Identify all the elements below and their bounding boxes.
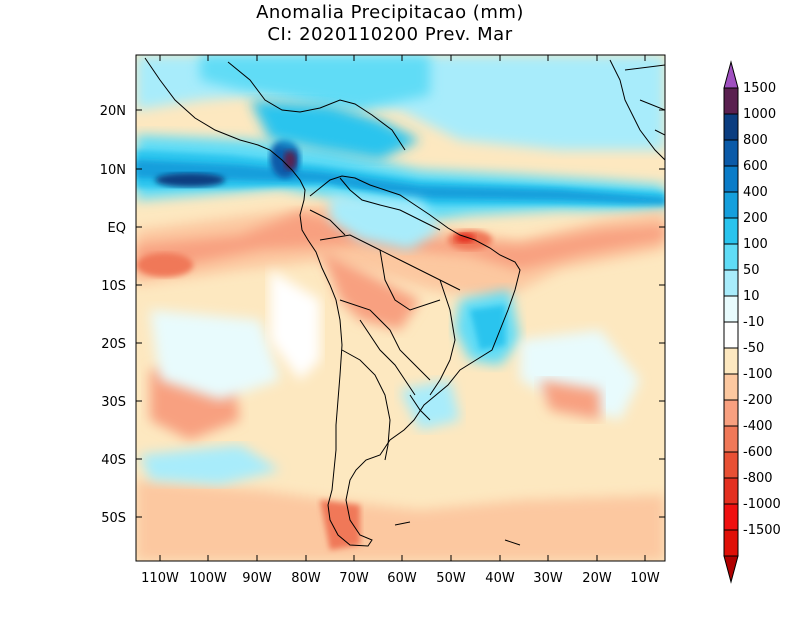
colorbar-segment [723, 269, 739, 297]
lon-label: 50W [436, 571, 466, 586]
lon-label: 90W [242, 571, 272, 586]
colorbar-segment [723, 477, 739, 505]
colorbar-top-triangle [723, 60, 739, 89]
colorbar-segment [723, 451, 739, 479]
lat-label: 40S [101, 453, 126, 468]
longitude-axis: 110W 100W 90W 80W 70W 60W 50W 40W 30W 20… [141, 571, 660, 586]
colorbar-segment [723, 217, 739, 245]
colorbar-labels: 1500 1000 800 600 400 200 100 50 10 -10 … [743, 81, 781, 538]
colorbar-segment [723, 191, 739, 219]
lat-label: 10N [100, 163, 126, 178]
colorbar-label: 1500 [743, 81, 776, 96]
colorbar-label: -600 [743, 445, 773, 460]
colorbar [723, 60, 739, 584]
colorbar-segment [723, 425, 739, 453]
lon-label: 40W [485, 571, 515, 586]
map-subtitle: CI: 2020110200 Prev. Mar [267, 24, 513, 45]
colorbar-label: 600 [743, 159, 768, 174]
axis-ticks [136, 55, 665, 561]
colorbar-segment [723, 295, 739, 323]
colorbar-segment [723, 165, 739, 193]
colorbar-label: 10 [743, 289, 760, 304]
lon-label: 110W [141, 571, 179, 586]
lat-label: 20S [101, 337, 126, 352]
colorbar-label: -1500 [743, 523, 781, 538]
lon-label: 80W [291, 571, 321, 586]
lat-label: EQ [108, 221, 126, 236]
lon-label: 70W [339, 571, 369, 586]
colorbar-label: -10 [743, 315, 764, 330]
map-frame [135, 54, 666, 562]
colorbar-label: -100 [743, 367, 773, 382]
colorbar-label: -1000 [743, 497, 781, 512]
colorbar-bottom-triangle [723, 555, 739, 584]
latitude-axis: 20N 10N EQ 10S 20S 30S 40S 50S [100, 104, 126, 526]
colorbar-segment [723, 321, 739, 349]
map-title: Anomalia Precipitacao (mm) [256, 2, 524, 23]
colorbar-label: -800 [743, 471, 773, 486]
colorbar-label: 400 [743, 185, 768, 200]
colorbar-label: 1000 [743, 107, 776, 122]
coastlines [144, 57, 665, 547]
colorbar-segment [723, 113, 739, 141]
lat-label: 10S [101, 279, 126, 294]
lat-label: 50S [101, 511, 126, 526]
lat-label: 30S [101, 395, 126, 410]
colorbar-segment [723, 87, 739, 115]
colorbar-segment [723, 529, 739, 557]
lon-label: 10W [630, 571, 660, 586]
colorbar-segment [723, 503, 739, 531]
colorbar-segment [723, 139, 739, 167]
colorbar-label: -200 [743, 393, 773, 408]
lon-label: 30W [533, 571, 563, 586]
colorbar-label: 200 [743, 211, 768, 226]
colorbar-label: 50 [743, 263, 760, 278]
colorbar-segment [723, 347, 739, 375]
lon-label: 100W [189, 571, 227, 586]
colorbar-label: -400 [743, 419, 773, 434]
colorbar-segment [723, 373, 739, 401]
colorbar-segment [723, 399, 739, 427]
lon-label: 20W [582, 571, 612, 586]
colorbar-label: 800 [743, 133, 768, 148]
precipitation-anomaly-map [136, 55, 665, 561]
lat-label: 20N [100, 104, 126, 119]
colorbar-segment [723, 243, 739, 271]
lon-label: 60W [387, 571, 417, 586]
colorbar-label: -50 [743, 341, 764, 356]
colorbar-label: 100 [743, 237, 768, 252]
